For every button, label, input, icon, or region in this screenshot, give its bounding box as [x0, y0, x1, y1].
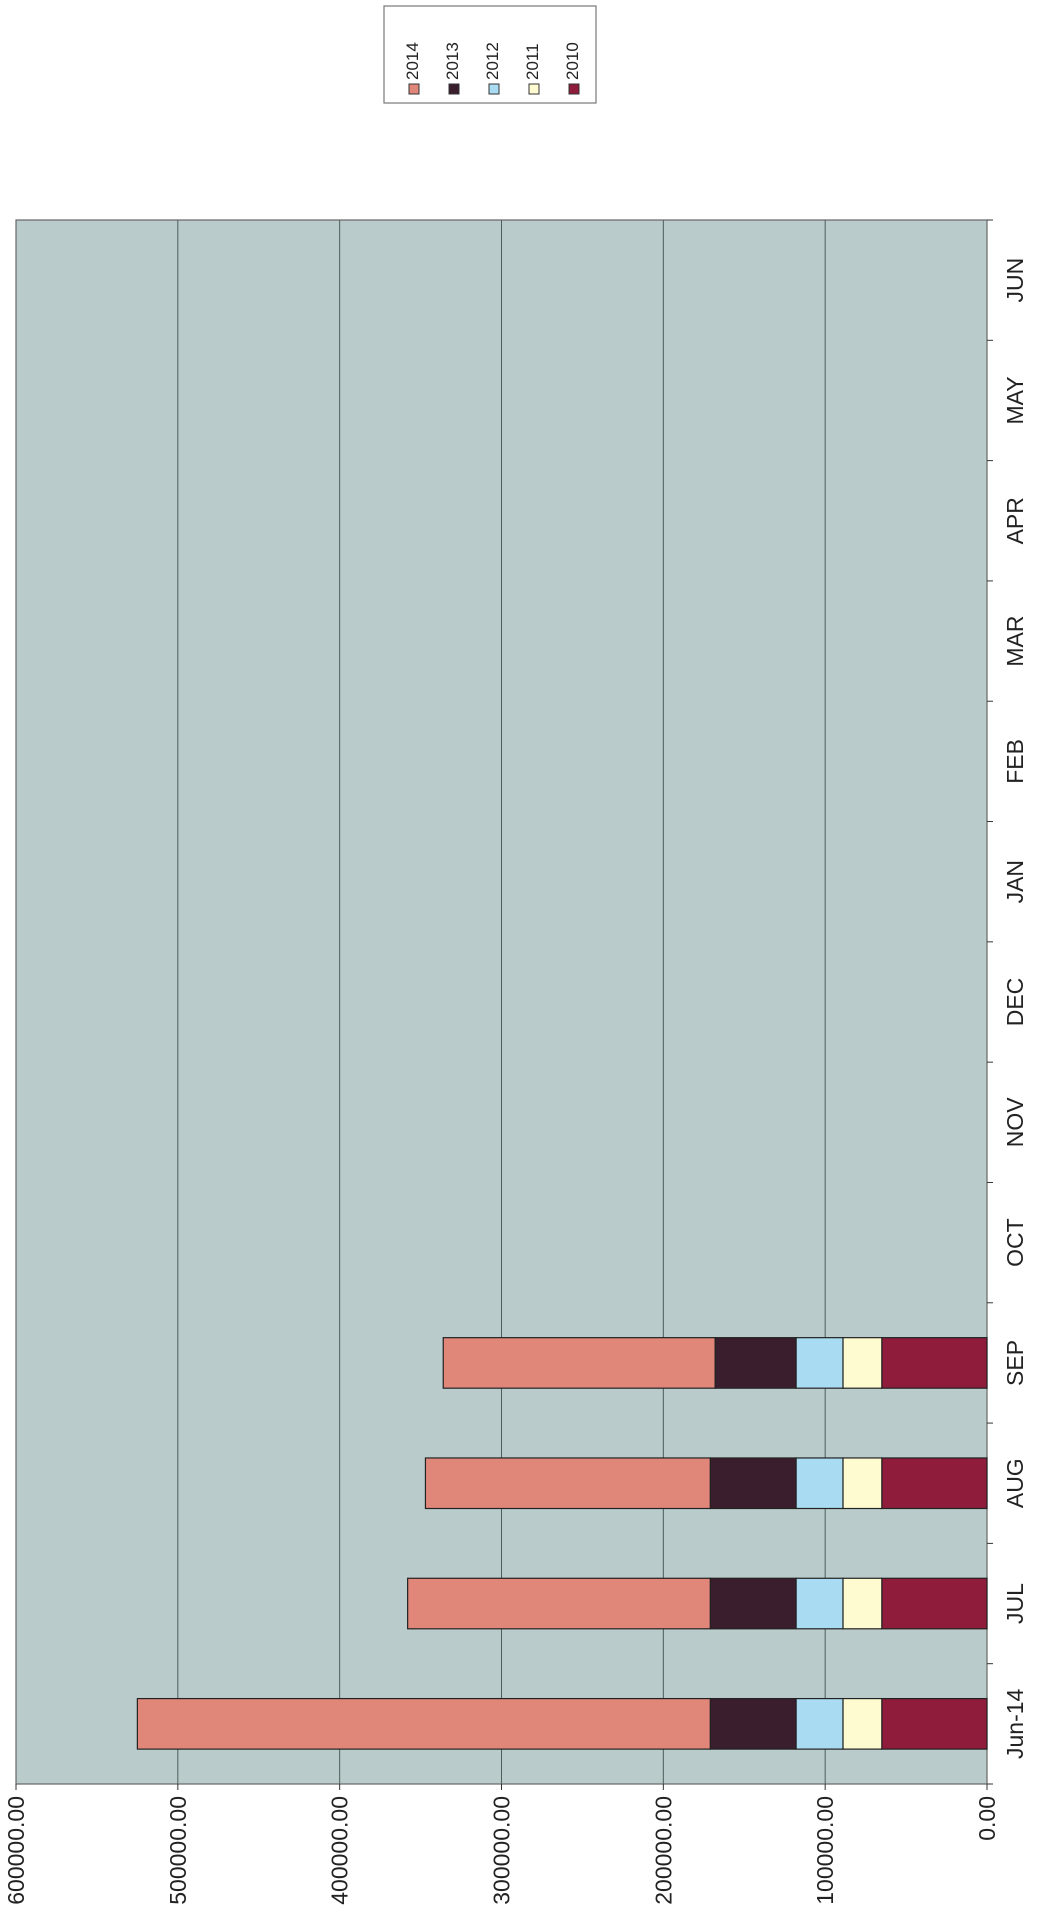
- value-tick-label: 400000.00: [327, 1796, 353, 1905]
- category-label: DEC: [1002, 978, 1028, 1027]
- bar-segment: [795, 1457, 844, 1510]
- bars: [136, 1337, 988, 1750]
- value-tick-label: 500000.00: [165, 1796, 191, 1905]
- legend-label: 2013: [443, 42, 462, 80]
- bar-segment: [795, 1337, 844, 1389]
- legend-label: 2014: [403, 42, 422, 80]
- legend-swatch: [408, 83, 420, 95]
- category-label: JUL: [1002, 1583, 1028, 1624]
- legend-label: 2011: [523, 43, 542, 80]
- value-tick-label: 200000.00: [650, 1796, 676, 1905]
- legend-entry: 2010: [563, 42, 582, 95]
- value-tick-label: 0.00: [974, 1796, 1000, 1841]
- bar-segment: [881, 1697, 988, 1750]
- legend: 2014 2013 2012 2011 2010: [383, 5, 597, 104]
- category-label: JUN: [1002, 258, 1028, 303]
- category-label: NOV: [1002, 1097, 1028, 1148]
- category-labels: Jun-14 JUL AUG SEP OCT NOV DEC JAN FEB MAR APR MAY J…: [1002, 258, 1028, 1759]
- legend-entry: 2013: [443, 42, 462, 95]
- bar-segment: [842, 1457, 883, 1510]
- category-label: AUG: [1002, 1458, 1028, 1508]
- value-tick-label: 600000.00: [3, 1796, 29, 1905]
- category-label: APR: [1002, 497, 1028, 544]
- bar-segment: [714, 1337, 797, 1389]
- value-tick-label: 100000.00: [812, 1796, 838, 1905]
- legend-label: 2012: [483, 42, 502, 80]
- category-label: MAR: [1002, 616, 1028, 667]
- category-label: OCT: [1002, 1218, 1028, 1267]
- bar-segment: [709, 1577, 797, 1630]
- bar-segment: [136, 1697, 711, 1750]
- legend-swatch: [448, 83, 460, 95]
- bar-segment: [795, 1697, 844, 1750]
- legend-swatch: [528, 83, 540, 95]
- bar-segment: [709, 1457, 797, 1510]
- bar-segment: [442, 1337, 716, 1389]
- bar-segment: [424, 1457, 711, 1510]
- category-label: MAY: [1002, 376, 1028, 424]
- value-tick-labels: 0.00 100000.00 200000.00 300000.00 400000.00…: [3, 1796, 1000, 1905]
- bar-segment: [881, 1577, 988, 1630]
- bar-segment: [407, 1577, 711, 1630]
- category-label: JAN: [1002, 860, 1028, 903]
- category-label: FEB: [1002, 739, 1028, 784]
- legend-entry: 2011: [523, 43, 542, 95]
- bar-segment: [842, 1337, 883, 1389]
- bar-segment: [881, 1457, 988, 1510]
- bar-segment: [842, 1577, 883, 1630]
- legend-entry: 2014: [403, 42, 422, 95]
- legend-swatch: [568, 83, 580, 95]
- bar-segment: [795, 1577, 844, 1630]
- category-label: SEP: [1002, 1340, 1028, 1386]
- legend-label: 2010: [563, 42, 582, 80]
- category-label: Jun-14: [1002, 1688, 1028, 1759]
- bar-segment: [709, 1697, 797, 1750]
- bar-segment: [881, 1337, 988, 1389]
- legend-swatch: [488, 83, 500, 95]
- value-tick-label: 300000.00: [489, 1796, 515, 1905]
- bar-segment: [842, 1697, 883, 1750]
- category-ticks: [987, 219, 993, 1785]
- gridlines: [15, 220, 988, 1790]
- legend-entry: 2012: [483, 42, 502, 95]
